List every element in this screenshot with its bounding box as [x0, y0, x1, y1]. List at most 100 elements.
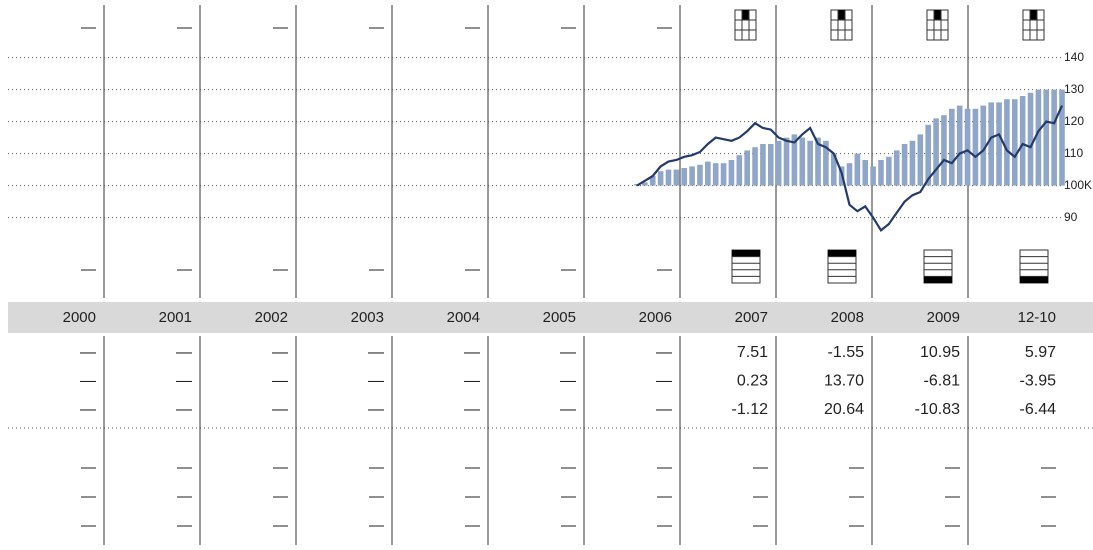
bar: [830, 153, 837, 186]
bar: [823, 140, 829, 186]
cell: —: [849, 517, 864, 534]
bar: [728, 160, 735, 186]
style-box-cell: [1030, 10, 1037, 20]
cell: —: [657, 517, 672, 534]
cell: —: [656, 373, 672, 390]
cell: —: [81, 459, 96, 476]
cell: —: [560, 401, 576, 418]
dash: —: [561, 19, 576, 36]
bar: [1043, 89, 1050, 186]
cell: —: [273, 517, 288, 534]
dash: —: [465, 261, 480, 278]
cell: —: [465, 459, 480, 476]
dash: —: [369, 261, 384, 278]
cell: —: [753, 488, 768, 505]
cell: —: [561, 488, 576, 505]
cell: —: [369, 517, 384, 534]
cell: —: [81, 517, 96, 534]
dash: —: [177, 19, 192, 36]
cell: —: [368, 373, 384, 390]
cell: —: [753, 517, 768, 534]
bar: [862, 160, 869, 186]
bar: [933, 118, 939, 186]
bar: [752, 147, 758, 186]
dash: —: [81, 261, 96, 278]
cell: —: [464, 401, 480, 418]
column-header: 2007: [735, 309, 768, 326]
column-header: 12-10: [1018, 309, 1056, 326]
cell: —: [945, 488, 960, 505]
cell: —: [1041, 517, 1056, 534]
bar: [791, 134, 798, 186]
cell: —: [753, 459, 768, 476]
bar: [657, 171, 664, 186]
cell: —: [465, 488, 480, 505]
dash: —: [657, 19, 672, 36]
cell: —: [657, 459, 672, 476]
cell: -3.95: [1020, 373, 1057, 390]
cell: —: [80, 401, 96, 418]
y-tick-label: 130: [1064, 82, 1084, 96]
cell: —: [849, 488, 864, 505]
cell: —: [368, 344, 384, 361]
bar: [949, 108, 955, 186]
bar: [854, 153, 861, 186]
style-box-cell: [838, 10, 845, 20]
bar: [886, 156, 892, 186]
column-header: 2009: [927, 309, 960, 326]
cell: —: [177, 459, 192, 476]
cell: —: [176, 373, 192, 390]
y-tick-label: 140: [1064, 50, 1084, 64]
bar: [681, 168, 688, 186]
dash: —: [465, 19, 480, 36]
cell: —: [1041, 488, 1056, 505]
bar: [925, 124, 932, 186]
cell: —: [177, 517, 192, 534]
dash: —: [657, 261, 672, 278]
y-tick-label: 110: [1064, 146, 1083, 160]
y-tick-label: 90: [1064, 210, 1078, 224]
bar: [996, 102, 1002, 186]
style-box-cell: [934, 10, 941, 20]
bar: [720, 163, 727, 186]
bar: [775, 140, 782, 186]
cell: —: [656, 401, 672, 418]
bar: [1019, 96, 1026, 186]
bar: [917, 134, 924, 186]
cell: 10.95: [920, 344, 960, 361]
cell: —: [656, 344, 672, 361]
dash: —: [81, 19, 96, 36]
cell: —: [561, 459, 576, 476]
cell: 20.64: [824, 401, 864, 418]
cell: -6.44: [1020, 401, 1057, 418]
bar: [1059, 89, 1065, 186]
cell: —: [464, 373, 480, 390]
column-header: 2006: [639, 309, 672, 326]
bar: [1027, 92, 1034, 186]
bar: [988, 102, 994, 186]
band-fill: [924, 276, 952, 283]
band-fill: [1020, 276, 1048, 283]
bar: [1011, 99, 1018, 186]
bar: [744, 150, 750, 186]
bar: [697, 164, 703, 186]
column-header: 2005: [543, 309, 576, 326]
bar: [846, 163, 853, 186]
bar: [799, 137, 806, 186]
cell: —: [369, 488, 384, 505]
cell: —: [464, 344, 480, 361]
column-header: 2003: [351, 309, 384, 326]
bar: [893, 150, 900, 186]
dash: —: [177, 261, 192, 278]
bar: [705, 161, 711, 186]
cell: —: [945, 459, 960, 476]
cell: —: [560, 344, 576, 361]
column-header: 2008: [831, 309, 864, 326]
column-header: 2001: [159, 309, 192, 326]
column-header: 2000: [63, 309, 96, 326]
bar: [1035, 89, 1042, 186]
bar: [964, 108, 971, 186]
bar: [980, 105, 987, 186]
